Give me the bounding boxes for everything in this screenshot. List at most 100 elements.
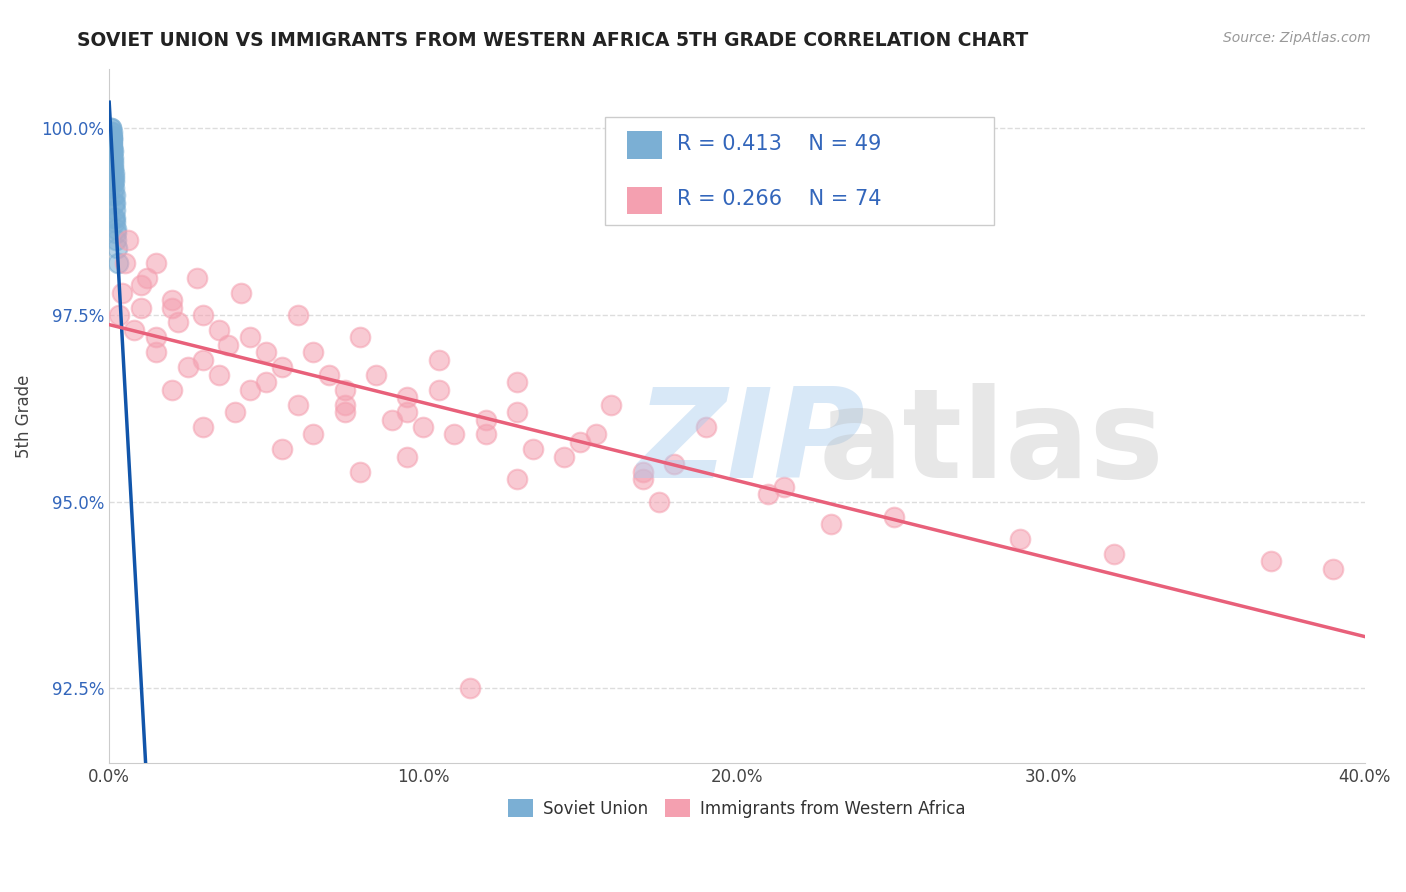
- Point: [100, 144, 122, 158]
- Point: [193, 352, 215, 367]
- Point: [160, 383, 183, 397]
- Point: [100, 140, 122, 154]
- Point: [475, 412, 498, 426]
- Point: [100, 121, 122, 136]
- Point: [820, 517, 842, 532]
- Point: [135, 270, 157, 285]
- Point: [287, 398, 309, 412]
- Point: [218, 338, 240, 352]
- Point: [101, 162, 124, 177]
- Point: [105, 233, 128, 247]
- Point: [412, 420, 434, 434]
- Point: [270, 442, 292, 457]
- Point: [664, 458, 686, 472]
- Point: [553, 450, 575, 464]
- Text: R = 0.413    N = 49: R = 0.413 N = 49: [676, 134, 882, 153]
- Point: [104, 188, 127, 202]
- Point: [443, 427, 465, 442]
- Point: [160, 301, 183, 315]
- Point: [302, 427, 325, 442]
- Point: [631, 472, 654, 486]
- Point: [117, 233, 139, 247]
- Point: [270, 360, 292, 375]
- Point: [475, 427, 498, 442]
- Point: [100, 136, 122, 151]
- Point: [1008, 532, 1031, 546]
- Point: [506, 375, 529, 389]
- Point: [695, 420, 717, 434]
- Point: [160, 293, 183, 307]
- Point: [167, 316, 190, 330]
- Point: [104, 196, 127, 211]
- Point: [208, 368, 231, 382]
- Point: [103, 169, 125, 184]
- Text: Source: ZipAtlas.com: Source: ZipAtlas.com: [1223, 31, 1371, 45]
- Point: [600, 398, 623, 412]
- Point: [101, 147, 124, 161]
- Point: [103, 196, 125, 211]
- Point: [145, 256, 167, 270]
- Point: [101, 128, 124, 143]
- Point: [631, 465, 654, 479]
- Point: [103, 181, 125, 195]
- Point: [883, 509, 905, 524]
- Point: [287, 308, 309, 322]
- Point: [569, 434, 592, 449]
- Y-axis label: 5th Grade: 5th Grade: [15, 374, 32, 458]
- Point: [100, 132, 122, 146]
- Point: [100, 128, 122, 143]
- Point: [333, 398, 356, 412]
- Point: [176, 360, 198, 375]
- Point: [522, 442, 544, 457]
- Point: [100, 136, 122, 151]
- Point: [229, 285, 252, 300]
- Point: [101, 151, 124, 165]
- Point: [107, 308, 129, 322]
- Point: [254, 375, 277, 389]
- Point: [396, 450, 419, 464]
- Point: [105, 226, 128, 240]
- Point: [458, 681, 481, 696]
- Point: [101, 140, 124, 154]
- Point: [104, 203, 127, 218]
- Point: [105, 222, 128, 236]
- Point: [427, 352, 450, 367]
- Point: [101, 173, 124, 187]
- Point: [104, 211, 127, 225]
- Point: [104, 214, 127, 228]
- Point: [1102, 547, 1125, 561]
- Point: [254, 345, 277, 359]
- Point: [101, 144, 124, 158]
- Point: [364, 368, 387, 382]
- Point: [585, 427, 607, 442]
- Point: [758, 487, 780, 501]
- Legend: Soviet Union, Immigrants from Western Africa: Soviet Union, Immigrants from Western Af…: [502, 793, 973, 824]
- Point: [101, 136, 124, 151]
- Point: [114, 256, 136, 270]
- Text: R = 0.266    N = 74: R = 0.266 N = 74: [676, 189, 882, 209]
- Point: [100, 151, 122, 165]
- Point: [100, 136, 122, 151]
- Point: [100, 144, 122, 158]
- Point: [193, 308, 215, 322]
- Point: [193, 420, 215, 434]
- Text: SOVIET UNION VS IMMIGRANTS FROM WESTERN AFRICA 5TH GRADE CORRELATION CHART: SOVIET UNION VS IMMIGRANTS FROM WESTERN …: [77, 31, 1029, 50]
- Point: [124, 323, 146, 337]
- Point: [101, 162, 124, 177]
- FancyBboxPatch shape: [605, 117, 994, 225]
- Point: [100, 140, 122, 154]
- Point: [396, 405, 419, 419]
- Point: [100, 125, 122, 139]
- Point: [103, 159, 125, 173]
- Point: [101, 132, 124, 146]
- Point: [101, 154, 124, 169]
- FancyBboxPatch shape: [627, 186, 662, 214]
- Point: [105, 241, 128, 255]
- Point: [318, 368, 340, 382]
- Point: [101, 144, 124, 158]
- Point: [224, 405, 246, 419]
- FancyBboxPatch shape: [627, 131, 662, 159]
- Point: [129, 301, 152, 315]
- Point: [129, 278, 152, 293]
- Point: [103, 211, 125, 225]
